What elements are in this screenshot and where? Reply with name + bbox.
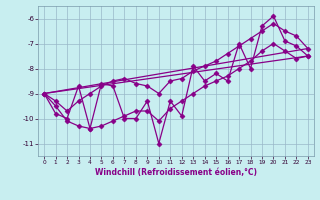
X-axis label: Windchill (Refroidissement éolien,°C): Windchill (Refroidissement éolien,°C)	[95, 168, 257, 177]
